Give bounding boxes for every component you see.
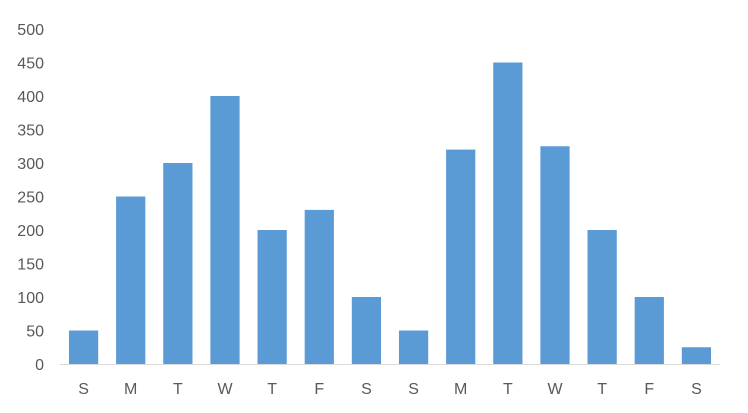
x-tick-label: W xyxy=(217,381,233,398)
y-tick-label: 350 xyxy=(17,123,44,140)
y-tick-label: 500 xyxy=(17,22,44,39)
y-tick-label: 400 xyxy=(17,89,44,106)
x-tick-label: M xyxy=(124,381,137,398)
bar xyxy=(257,230,287,364)
x-tick-label: S xyxy=(361,381,372,398)
bar xyxy=(304,209,334,364)
bar xyxy=(493,62,523,364)
bar xyxy=(540,146,570,364)
bar-series xyxy=(68,62,712,364)
y-tick-label: 450 xyxy=(17,56,44,73)
bar xyxy=(116,196,146,364)
bar xyxy=(398,330,429,364)
bar xyxy=(446,149,476,364)
bar xyxy=(587,230,617,364)
y-tick-label: 300 xyxy=(17,156,44,173)
x-tick-label: T xyxy=(173,381,183,398)
y-tick-label: 50 xyxy=(26,324,44,341)
y-tick-label: 250 xyxy=(17,190,44,207)
x-tick-label: T xyxy=(597,381,607,398)
x-tick-label: T xyxy=(503,381,513,398)
bar xyxy=(210,96,240,364)
x-tick-label: M xyxy=(454,381,467,398)
bar xyxy=(681,347,712,364)
y-tick-label: 100 xyxy=(17,290,44,307)
y-axis: 0 50 100 150 200 250 300 350 400 450 500 xyxy=(17,22,44,374)
bar xyxy=(634,297,664,364)
y-tick-label: 0 xyxy=(35,357,44,374)
x-tick-label: W xyxy=(547,381,563,398)
bar xyxy=(163,163,193,364)
x-tick-label: F xyxy=(644,381,654,398)
y-tick-label: 150 xyxy=(17,257,44,274)
y-tick-label: 200 xyxy=(17,223,44,240)
x-tick-label: F xyxy=(314,381,324,398)
bar xyxy=(68,330,99,364)
bar xyxy=(351,297,382,364)
x-tick-label: T xyxy=(267,381,277,398)
x-tick-label: S xyxy=(408,381,419,398)
x-tick-label: S xyxy=(691,381,702,398)
x-tick-label: S xyxy=(78,381,89,398)
